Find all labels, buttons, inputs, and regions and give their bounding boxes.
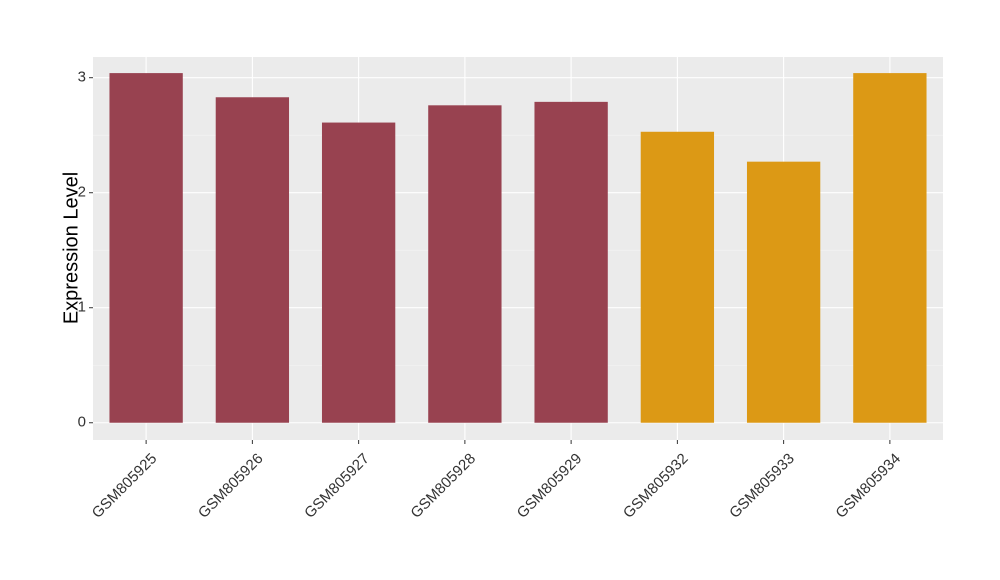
bar: [534, 101, 608, 423]
x-tick-label: GSM805934: [832, 450, 904, 522]
y-tick-label: 2: [78, 184, 86, 201]
x-tick-label: GSM805926: [195, 450, 267, 522]
bar: [109, 73, 183, 423]
bar: [428, 105, 502, 423]
x-tick-label: GSM805925: [89, 450, 161, 522]
bar: [853, 73, 927, 423]
x-tick-label: GSM805928: [407, 450, 479, 522]
bar: [321, 122, 396, 423]
y-tick-label: 0: [78, 414, 86, 431]
x-tick-label: GSM805933: [726, 450, 798, 522]
bar: [746, 161, 821, 423]
x-tick-label: GSM805932: [620, 450, 692, 522]
bar: [640, 131, 715, 423]
y-tick-label: 3: [78, 69, 86, 86]
y-axis-title: Expression Level: [60, 172, 82, 324]
bar: [215, 97, 290, 423]
y-tick-label: 1: [78, 299, 86, 316]
x-tick-label: GSM805929: [514, 450, 586, 522]
x-tick-label: GSM805927: [301, 450, 373, 522]
